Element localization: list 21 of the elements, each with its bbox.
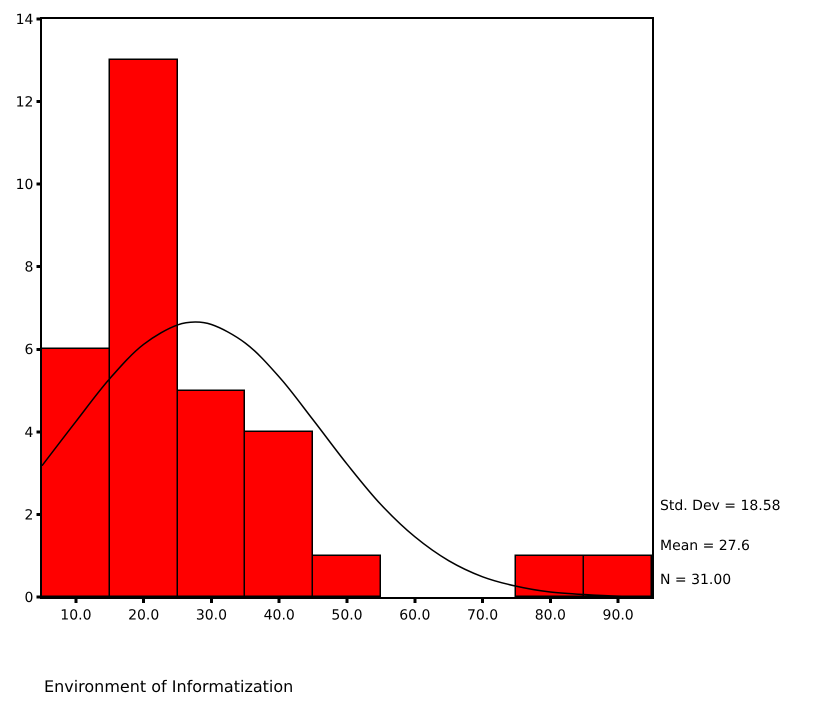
y-tick-label: 2 (24, 507, 34, 524)
y-tick-label: 14 (16, 12, 34, 28)
x-tick-label: 50.0 (331, 608, 363, 624)
text: Mean = 27.6 (660, 538, 750, 554)
x-tick-label: 70.0 (466, 608, 498, 624)
y-tick-label: 4 (24, 424, 34, 441)
y-tick-label: 10 (16, 177, 34, 194)
x-tick-label: 40.0 (264, 608, 295, 624)
y-tick-label: 0 (24, 590, 34, 606)
x-tick-label: 10.0 (60, 608, 92, 624)
x-tick-label: 30.0 (196, 608, 228, 624)
y-tick-label: 12 (16, 94, 34, 110)
x-tick-label: 60.0 (399, 608, 430, 624)
x-tick-label: 90.0 (602, 608, 634, 624)
y-tick-label: 8 (24, 260, 34, 276)
y-tick-label: 6 (24, 342, 34, 358)
text: Std. Dev = 18.58 (660, 498, 781, 514)
text: N = 31.00 (660, 572, 732, 588)
x-axis-title: Environment of Informatization (44, 677, 294, 696)
x-tick-label: 80.0 (534, 608, 566, 624)
x-tick-label: 20.0 (128, 608, 160, 624)
